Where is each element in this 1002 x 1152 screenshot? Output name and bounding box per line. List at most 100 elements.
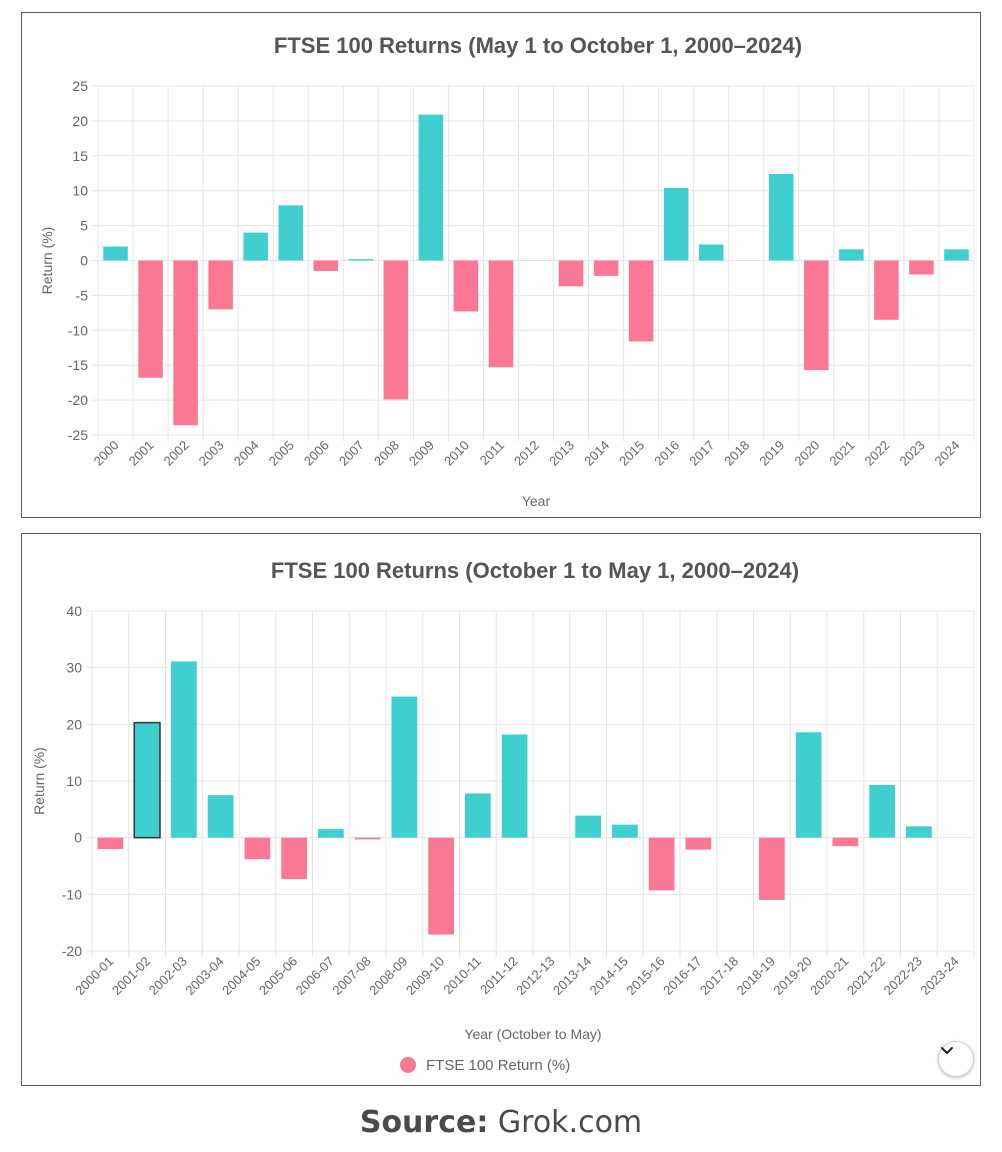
bar-2006-07[interactable] [318, 829, 344, 838]
bar-2011[interactable] [488, 260, 514, 368]
bar-2021-22[interactable] [869, 784, 895, 838]
bar-2000-01[interactable] [97, 837, 124, 849]
x-tick-label: 2022-23 [881, 954, 925, 998]
bar-2008[interactable] [383, 260, 409, 400]
y-tick-label: -15 [68, 357, 88, 373]
bar-2008-09[interactable] [391, 696, 418, 838]
x-tick-label: 2018 [721, 438, 752, 469]
bar-2013[interactable] [558, 260, 584, 287]
bar-2010-11[interactable] [465, 793, 491, 838]
y-tick-label: -20 [68, 392, 88, 408]
legend-label[interactable]: FTSE 100 Return (%) [426, 1057, 570, 1074]
x-tick-label: 2015 [616, 438, 647, 469]
bar-2023[interactable] [909, 260, 934, 275]
bar-2014-15[interactable] [612, 824, 638, 838]
x-tick-label: 2014 [581, 438, 612, 469]
bar-2000[interactable] [103, 246, 128, 261]
bar-2014[interactable] [593, 260, 619, 276]
x-tick-label: 2020-21 [807, 954, 851, 998]
x-tick-label: 2020 [791, 438, 822, 469]
bar-2003[interactable] [208, 260, 233, 310]
y-tick-label: 0 [80, 253, 88, 269]
x-tick-label: 2003-04 [182, 954, 226, 998]
bar-2024[interactable] [944, 249, 969, 261]
bar-2001-02[interactable] [133, 721, 161, 839]
bar-2013-14[interactable] [575, 815, 601, 838]
x-tick-label: 2011 [477, 438, 507, 468]
chevron-down-icon [941, 1047, 953, 1054]
y-tick-label: 20 [72, 113, 88, 129]
y-tick-label: 30 [66, 660, 82, 676]
bar-2002[interactable] [173, 260, 198, 426]
x-tick-label: 2009 [406, 438, 437, 469]
bar-2004[interactable] [243, 232, 268, 261]
x-tick-label: 2006 [301, 438, 332, 469]
x-tick-label: 2000 [91, 438, 122, 469]
x-tick-label: 2010-11 [440, 954, 484, 998]
x-tick-label: 2023 [897, 438, 928, 469]
bar-2016-17[interactable] [685, 837, 712, 850]
x-tick-label: 2021 [826, 438, 857, 469]
y-tick-label: 10 [72, 183, 88, 199]
bar-2006[interactable] [313, 260, 339, 271]
y-tick-label: -25 [68, 427, 88, 443]
bar-2019-20[interactable] [795, 732, 822, 838]
source-label: Source: [359, 1105, 489, 1140]
x-tick-label: 2002 [161, 438, 192, 469]
x-tick-label: 2006-07 [293, 954, 337, 998]
x-tick-label: 2023-24 [917, 954, 961, 998]
bar-2010[interactable] [453, 260, 479, 312]
x-tick-label: 2010 [441, 438, 472, 469]
bar-2017[interactable] [698, 244, 724, 261]
x-tick-label: 2013 [546, 438, 577, 469]
x-tick-label: 2014-15 [587, 954, 631, 998]
bar-2001[interactable] [138, 260, 163, 378]
bar-2011-12[interactable] [501, 734, 528, 838]
bar-2009-10[interactable] [428, 837, 454, 935]
bar-2020[interactable] [804, 260, 829, 371]
y-tick-label: -10 [62, 886, 82, 902]
x-axis-title: Year [522, 493, 551, 509]
bar-2015[interactable] [628, 260, 654, 342]
x-tick-label: 2003 [196, 438, 227, 469]
x-tick-label: 2019 [756, 438, 787, 469]
bar-2020-21[interactable] [832, 837, 859, 847]
x-tick-label: 2007-08 [329, 954, 373, 998]
x-tick-label: 2001-02 [109, 954, 153, 998]
bar-2016[interactable] [663, 187, 689, 261]
x-tick-label: 2005 [266, 438, 297, 469]
y-tick-label: 10 [66, 773, 82, 789]
x-tick-label: 2017-18 [697, 954, 741, 998]
bar-2007-08[interactable] [354, 837, 381, 840]
legend-swatch [400, 1057, 416, 1073]
bar-2022[interactable] [874, 260, 899, 320]
bar-2005-06[interactable] [281, 837, 307, 880]
bar-2021[interactable] [839, 249, 864, 261]
y-tick-label: -20 [62, 943, 82, 959]
y-tick-label: -5 [76, 287, 89, 303]
bar-2005[interactable] [278, 205, 303, 261]
y-tick-label: 0 [74, 830, 82, 846]
bar-2003-04[interactable] [207, 795, 234, 838]
x-tick-label: 2005-06 [256, 954, 300, 998]
source-caption: Source: Grok.com [0, 1105, 1002, 1140]
bar-2007[interactable] [348, 259, 374, 261]
x-tick-label: 2016 [651, 438, 682, 469]
x-axis-title: Year (October to May) [464, 1026, 601, 1042]
bar-2002-03[interactable] [171, 661, 197, 838]
x-tick-label: 2011-12 [477, 954, 521, 998]
x-tick-label: 2008 [371, 438, 402, 469]
x-tick-label: 2004-05 [219, 954, 263, 998]
y-tick-label: -10 [68, 322, 88, 338]
x-tick-label: 2000-01 [72, 954, 116, 998]
bar-2019[interactable] [769, 173, 794, 261]
bar-2022-23[interactable] [906, 826, 932, 838]
scroll-down-button[interactable] [938, 1041, 974, 1077]
x-tick-label: 2007 [336, 438, 367, 469]
bar-2018-19[interactable] [759, 837, 785, 900]
bar-2015-16[interactable] [648, 837, 675, 891]
bar-2004-05[interactable] [244, 837, 271, 860]
x-tick-label: 2021-22 [844, 954, 888, 998]
bar-2009[interactable] [418, 114, 444, 261]
x-tick-label: 2013-14 [550, 954, 594, 998]
